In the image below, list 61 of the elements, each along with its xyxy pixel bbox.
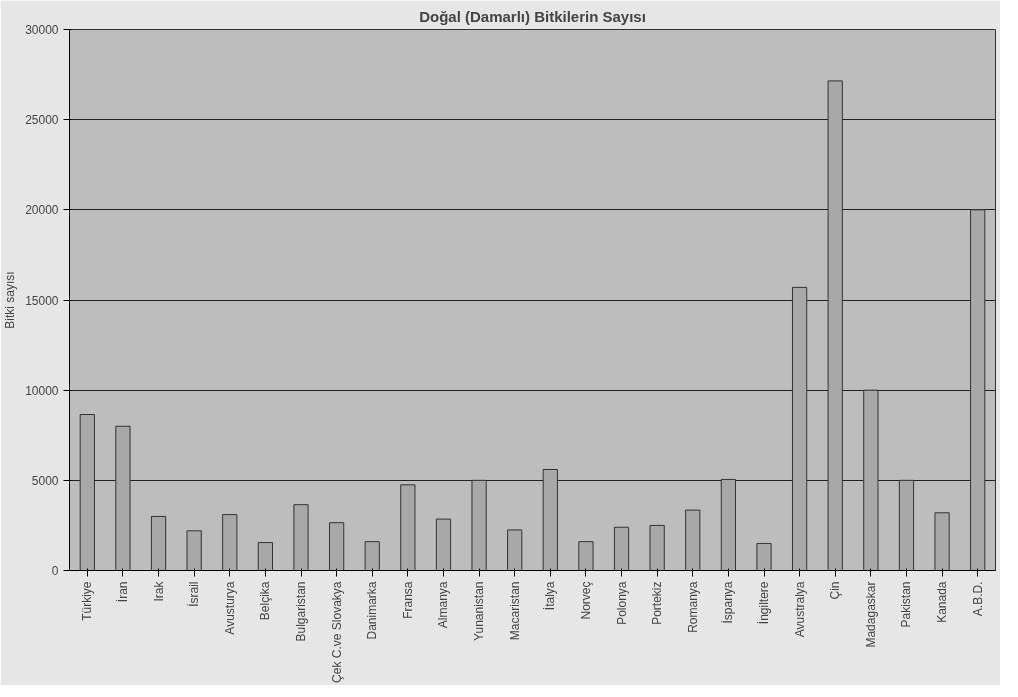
bar [364, 541, 380, 571]
chart-title: Doğal (Damarlı) Bitkilerin Sayısı [419, 7, 646, 25]
bar [222, 514, 238, 571]
bar [435, 518, 452, 571]
x-tick-label: Irak [151, 580, 166, 602]
bar [720, 478, 737, 571]
bar [685, 509, 701, 571]
x-tick-label: Türkiye [80, 581, 95, 621]
x-tick-label: Yunanistan [472, 581, 487, 641]
bar [293, 504, 309, 571]
bar [649, 524, 665, 571]
bar [756, 542, 772, 571]
x-tick-label: İran [115, 581, 130, 603]
x-tick-label: İtalya [543, 581, 558, 611]
x-tick-label: Norveç [578, 581, 593, 620]
bar [328, 522, 345, 571]
bar [578, 541, 594, 571]
x-tick-label: Çin [828, 581, 843, 600]
x-tick-label: Bulgaristan [294, 581, 308, 642]
bar [115, 425, 131, 571]
x-tick-label: Avusturya [222, 581, 237, 635]
y-tick-label: 25000 [25, 113, 59, 128]
x-tick-label: A.B.D. [970, 581, 985, 617]
bar [186, 530, 202, 571]
x-tick-label: Romanya [685, 581, 700, 633]
x-tick-label: Avustralya [792, 581, 807, 638]
bar [542, 469, 558, 571]
y-tick-label: 30000 [25, 23, 59, 37]
x-tick-label: Belçika [258, 581, 273, 621]
y-tick-label: 10000 [25, 383, 59, 398]
x-tick-label: Kanada [935, 581, 950, 623]
bar [471, 479, 487, 571]
x-tick-label: Almanya [436, 581, 451, 629]
x-tick-label: İngiltere [757, 581, 771, 625]
y-axis-title: Bitki sayısı [3, 271, 18, 329]
bar [827, 80, 843, 571]
bar [863, 389, 879, 571]
x-tick-label: Çek C.ve Slovakya [329, 581, 344, 683]
x-tick-label: Madagaskar [863, 581, 878, 648]
bar [507, 529, 523, 571]
bar [150, 515, 167, 571]
bar [613, 526, 630, 571]
bar [970, 209, 986, 571]
bar [79, 414, 95, 571]
bar [898, 479, 915, 571]
y-tick-label: 0 [51, 564, 59, 578]
x-tick-label: Fransa [400, 581, 415, 619]
bar [257, 542, 274, 571]
bar [934, 512, 950, 571]
x-tick-label: Danimarka [365, 581, 380, 640]
y-tick-label: 15000 [25, 293, 59, 308]
x-tick-label: Portekiz [650, 581, 665, 625]
x-tick-label: Polonya [614, 581, 629, 625]
bar [400, 484, 416, 571]
x-tick-label: İsrail [187, 581, 202, 607]
x-tick-label: İspanya [721, 581, 736, 624]
x-tick-label: Pakistan [899, 581, 914, 628]
bar [791, 286, 808, 571]
x-tick-label: Macaristan [507, 581, 522, 641]
y-tick-label: 5000 [31, 473, 59, 488]
y-tick-label: 20000 [25, 203, 59, 218]
